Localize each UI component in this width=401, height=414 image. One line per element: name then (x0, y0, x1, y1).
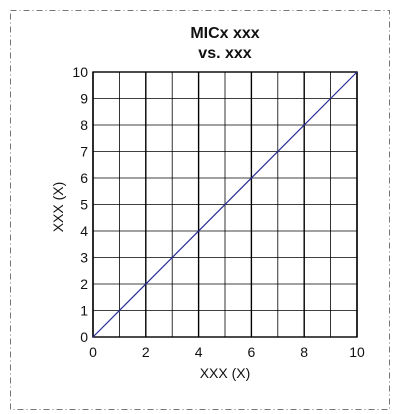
y-tick-label: 8 (80, 117, 88, 133)
series-line (92, 71, 358, 338)
x-tick-label: 10 (349, 344, 365, 360)
y-tick-label: 1 (80, 303, 88, 319)
x-tick-label: 0 (89, 344, 97, 360)
x-axis-label: XXX (X) (200, 365, 251, 381)
dashed-frame (10, 10, 390, 410)
chart-title-line-1: MICx xxx (190, 25, 259, 42)
grid (92, 71, 358, 338)
series-layer (92, 71, 358, 338)
y-tick-label: 5 (80, 197, 88, 213)
x-tick-label: 2 (142, 344, 150, 360)
y-tick-label: 9 (80, 91, 88, 107)
chart-title-line-2: vs. xxx (198, 45, 251, 62)
y-tick-labels: 0 1 2 3 4 5 6 7 8 9 10 (72, 64, 88, 345)
x-tick-label: 4 (195, 344, 203, 360)
x-tick-labels: 0 2 4 6 8 10 (89, 344, 365, 360)
y-tick-label: 0 (80, 329, 88, 345)
y-axis-label: XXX (X) (50, 182, 66, 233)
x-tick-label: 8 (300, 344, 308, 360)
y-tick-label: 7 (80, 144, 88, 160)
y-tick-label: 10 (72, 64, 88, 80)
y-tick-label: 6 (80, 170, 88, 186)
plot-area-border (92, 71, 358, 338)
x-tick-label: 6 (248, 344, 256, 360)
y-tick-label: 2 (80, 276, 88, 292)
y-tick-label: 3 (80, 250, 88, 266)
y-tick-label: 4 (80, 223, 88, 239)
